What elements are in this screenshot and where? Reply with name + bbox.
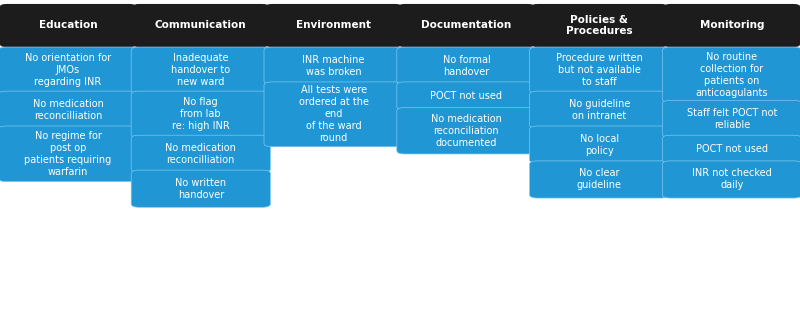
FancyBboxPatch shape — [397, 47, 536, 84]
Text: No regime for
post op
patients requiring
warfarin: No regime for post op patients requiring… — [24, 131, 112, 177]
Text: All tests were
ordered at the
end
of the ward
round: All tests were ordered at the end of the… — [298, 85, 369, 143]
FancyBboxPatch shape — [264, 82, 403, 147]
Text: POCT not used: POCT not used — [696, 144, 768, 154]
FancyBboxPatch shape — [264, 47, 403, 84]
Text: No orientation for
JMOs
regarding INR: No orientation for JMOs regarding INR — [25, 53, 111, 87]
FancyBboxPatch shape — [530, 126, 669, 163]
FancyBboxPatch shape — [662, 161, 800, 198]
Text: Communication: Communication — [155, 20, 246, 31]
FancyBboxPatch shape — [662, 100, 800, 138]
FancyBboxPatch shape — [0, 4, 136, 47]
Text: No written
handover: No written handover — [175, 178, 226, 200]
FancyBboxPatch shape — [662, 135, 800, 163]
Text: No routine
collection for
patients on
anticoagulants: No routine collection for patients on an… — [696, 52, 768, 98]
FancyBboxPatch shape — [530, 161, 669, 198]
FancyBboxPatch shape — [397, 82, 536, 110]
Text: Staff felt POCT not
reliable: Staff felt POCT not reliable — [687, 108, 777, 130]
Text: No medication
reconcilliation: No medication reconcilliation — [166, 143, 236, 165]
Text: No medication
reconcilliation: No medication reconcilliation — [33, 99, 103, 121]
Text: No formal
handover: No formal handover — [442, 55, 490, 77]
FancyBboxPatch shape — [664, 4, 800, 47]
Text: Policies &
Procedures: Policies & Procedures — [566, 15, 633, 36]
FancyBboxPatch shape — [133, 4, 269, 47]
Text: Monitoring: Monitoring — [700, 20, 764, 31]
FancyBboxPatch shape — [531, 4, 667, 47]
FancyBboxPatch shape — [530, 47, 669, 93]
Text: INR not checked
daily: INR not checked daily — [692, 168, 772, 190]
FancyBboxPatch shape — [397, 108, 536, 154]
FancyBboxPatch shape — [131, 170, 270, 207]
Text: Environment: Environment — [296, 20, 371, 31]
FancyBboxPatch shape — [662, 47, 800, 103]
FancyBboxPatch shape — [0, 126, 138, 182]
Text: No guideline
on intranet: No guideline on intranet — [569, 99, 630, 121]
Text: Education: Education — [38, 20, 98, 31]
Text: No local
policy: No local policy — [580, 134, 618, 156]
Text: No flag
from lab
re: high INR: No flag from lab re: high INR — [172, 97, 230, 131]
Text: No medication
reconciliation
documented: No medication reconciliation documented — [431, 114, 502, 148]
Text: Procedure written
but not available
to staff: Procedure written but not available to s… — [556, 53, 642, 87]
Text: No clear
guideline: No clear guideline — [577, 168, 622, 190]
Text: Inadequate
handover to
new ward: Inadequate handover to new ward — [171, 53, 230, 87]
Text: INR machine
was broken: INR machine was broken — [302, 55, 365, 77]
FancyBboxPatch shape — [266, 4, 402, 47]
FancyBboxPatch shape — [131, 91, 270, 138]
FancyBboxPatch shape — [131, 135, 270, 172]
FancyBboxPatch shape — [530, 91, 669, 128]
FancyBboxPatch shape — [131, 47, 270, 93]
Text: POCT not used: POCT not used — [430, 91, 502, 101]
FancyBboxPatch shape — [398, 4, 534, 47]
Text: Documentation: Documentation — [422, 20, 511, 31]
FancyBboxPatch shape — [0, 91, 138, 128]
FancyBboxPatch shape — [0, 47, 138, 93]
